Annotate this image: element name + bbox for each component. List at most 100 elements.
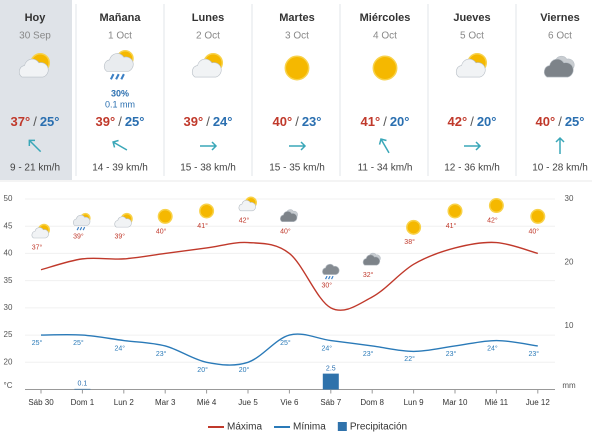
rain-drop xyxy=(109,73,115,80)
point-label: 37° xyxy=(32,244,43,252)
point-label: 41° xyxy=(197,222,208,230)
point-label: 40° xyxy=(156,227,167,235)
legend-swatch xyxy=(337,422,347,431)
day-column: Jueves 5 Oct 42°/20° 12 - 36 km/h xyxy=(444,12,500,174)
weather-icon xyxy=(31,223,50,239)
sun xyxy=(157,208,173,224)
day-column: Lunes 2 Oct 39°/24° 15 - 38 km/h xyxy=(180,12,236,174)
x-tick-label: Lun 9 xyxy=(404,398,425,407)
point-label: 25° xyxy=(73,339,84,347)
point-label: 39° xyxy=(73,233,84,241)
wind-speed: 10 - 28 km/h xyxy=(532,163,588,174)
min-temp: 23° xyxy=(302,114,322,129)
x-tick-label: Mar 10 xyxy=(443,398,468,407)
cloud xyxy=(238,200,256,212)
wind-speed: 9 - 21 km/h xyxy=(10,163,60,174)
max-temp: 40° xyxy=(536,114,556,129)
cloud xyxy=(114,216,132,228)
rain-chance: 30% xyxy=(111,88,129,98)
precip-bar xyxy=(74,388,91,390)
max-temp: 39° xyxy=(96,114,116,129)
wind-arrow-shape xyxy=(289,141,307,151)
min-temp: 20° xyxy=(390,114,410,129)
weather-icon xyxy=(530,208,546,224)
rain-drop xyxy=(79,226,83,231)
day-name: Mañana xyxy=(100,12,142,24)
wind-speed: 14 - 39 km/h xyxy=(92,163,148,174)
y-tick-label: 25 xyxy=(4,330,13,339)
x-tick-label: Mié 4 xyxy=(197,398,217,407)
temperatures: 39°/24° xyxy=(184,114,233,129)
min-temp: 24° xyxy=(213,114,233,129)
max-temp: 41° xyxy=(361,114,381,129)
day-date: 4 Oct xyxy=(373,31,397,42)
y-unit: °C xyxy=(4,381,13,390)
x-tick-label: Vie 6 xyxy=(280,398,299,407)
wind-speed: 15 - 35 km/h xyxy=(269,163,325,174)
point-label: 41° xyxy=(446,222,457,230)
weather-icon xyxy=(362,252,381,266)
cloud xyxy=(322,263,340,275)
day-date: 2 Oct xyxy=(196,31,220,42)
point-label: 23° xyxy=(529,350,540,358)
x-tick-label: Lun 2 xyxy=(114,398,135,407)
point-label: 20° xyxy=(197,366,208,374)
wind-arrow xyxy=(200,141,218,151)
temp-line xyxy=(40,241,538,311)
weather-icon xyxy=(114,212,133,228)
point-label: 40° xyxy=(280,227,291,235)
day-column: Mañana 1 Oct 30%0.1 mm 39°/25° 14 - 39 km/h xyxy=(92,12,148,174)
point-label: 38° xyxy=(404,238,415,246)
day-date: 3 Oct xyxy=(285,31,309,42)
y2-tick-label: 30 xyxy=(565,194,574,203)
day-name: Lunes xyxy=(192,12,224,24)
temperatures: 39°/25° xyxy=(96,114,145,129)
wind-arrow-shape xyxy=(200,141,218,151)
y-tick-label: 45 xyxy=(4,221,13,230)
min-temp: 25° xyxy=(40,114,60,129)
wind-arrow-shape xyxy=(555,136,565,154)
cloud xyxy=(18,58,49,78)
cloud xyxy=(31,227,49,239)
y-tick-label: 50 xyxy=(4,194,13,203)
day-column: Martes 3 Oct 40°/23° 15 - 35 km/h xyxy=(269,12,325,174)
wind-arrow-shape xyxy=(28,139,42,153)
point-label: 42° xyxy=(487,216,498,224)
temperatures: 40°/25° xyxy=(536,114,585,129)
day-column: Miércoles 4 Oct 41°/20° 11 - 34 km/h xyxy=(358,12,413,174)
weather-icon xyxy=(191,52,224,78)
sun xyxy=(284,55,310,81)
cloud xyxy=(103,53,134,72)
weather-icon xyxy=(280,209,298,222)
temp-separator: / xyxy=(33,114,37,129)
x-tick-label: Jue 5 xyxy=(238,398,258,407)
rain-drop xyxy=(82,226,86,231)
temperatures: 42°/20° xyxy=(448,114,497,129)
day-date: 5 Oct xyxy=(460,31,484,42)
day-column: Viernes 6 Oct 40°/25° 10 - 28 km/h xyxy=(532,12,588,174)
point-label: 24° xyxy=(115,344,126,352)
today-background xyxy=(0,0,72,180)
temp-line xyxy=(40,333,538,366)
weather-icon xyxy=(406,219,422,235)
wind-arrow-shape xyxy=(378,138,390,154)
x-tick-label: Dom 8 xyxy=(360,398,384,407)
min-temp: 25° xyxy=(125,114,145,129)
rain-drop xyxy=(76,226,80,231)
point-label: 25° xyxy=(32,339,43,347)
cloud xyxy=(455,58,486,78)
max-temp: 39° xyxy=(184,114,204,129)
min-temp: 25° xyxy=(565,114,585,129)
point-label: 23° xyxy=(446,350,457,358)
point-label: 30° xyxy=(322,282,333,290)
day-name: Viernes xyxy=(540,12,580,24)
day-name: Martes xyxy=(279,12,314,24)
wind-arrow xyxy=(464,141,482,151)
x-tick-label: Sáb 30 xyxy=(28,398,54,407)
legend-item: Precipitación xyxy=(337,422,407,433)
precip-bar xyxy=(322,373,339,390)
point-label: 23° xyxy=(363,350,374,358)
day-date: 30 Sep xyxy=(19,31,51,42)
weather-icon xyxy=(455,52,488,78)
